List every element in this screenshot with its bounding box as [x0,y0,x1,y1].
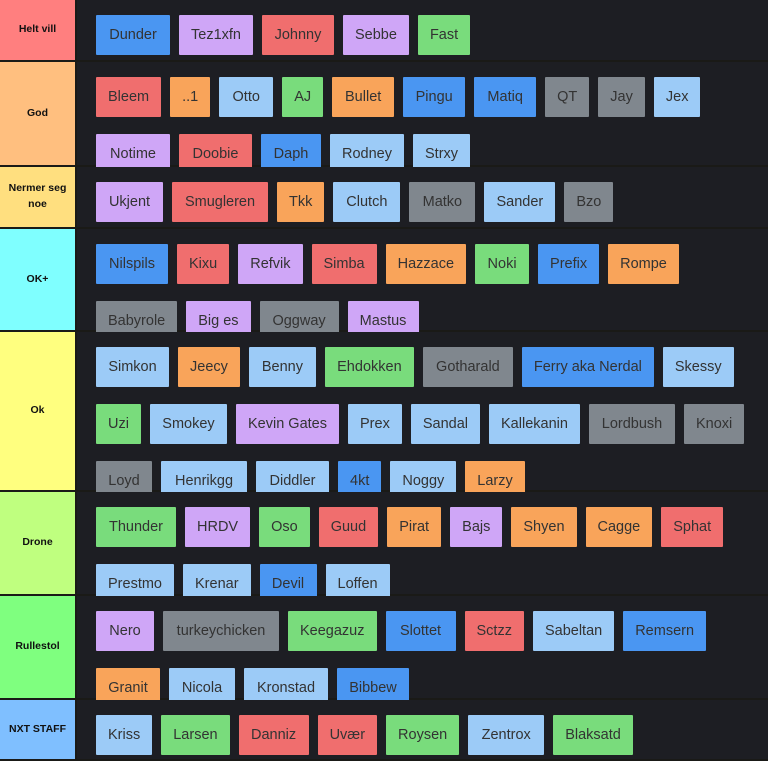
tier-label[interactable]: Ok [0,332,75,490]
tier-item-chip[interactable]: Uvær [317,715,378,755]
tier-row: Helt vill Dunder Tez1xfn Johnny Sebbe Fast [0,0,768,62]
tier-row: Rullestol Nero turkeychicken Keegazuz Slotte… [0,596,768,708]
tier-item-chip[interactable]: Ehdokken [324,347,414,387]
tier-item-chip[interactable]: Sctzz [464,611,524,651]
tier-item-chip[interactable]: Sebbe [343,15,409,55]
tier-item-chip[interactable]: Smugleren [172,182,268,222]
tier-item-chip[interactable]: Knoxi [683,404,745,444]
tier-item-chip[interactable]: Gotharald [422,347,513,387]
tier-item-chip[interactable]: Keegazuz [288,611,377,651]
tier-item-chip[interactable]: Bzo [564,182,614,222]
tier-item-chip[interactable]: Kallekanin [488,404,580,444]
tier-item-chip[interactable]: Nilspils [96,244,168,284]
tier-item-chip[interactable]: Bleem [96,77,162,117]
tier-item-chip[interactable]: Guud [318,507,379,547]
tier-item-chip[interactable]: Tez1xfn [179,15,253,55]
tier-item-chip[interactable]: Sabeltan [532,611,615,651]
tier-item-chip[interactable]: Nero [96,611,154,651]
tier-items-area[interactable]: Nero turkeychicken Keegazuz Slottet Sctzz Sab… [77,596,768,708]
tier-item-chip[interactable]: turkeychicken [163,611,279,651]
tier-item-chip[interactable]: Danniz [238,715,309,755]
tier-item-chip[interactable]: Jex [653,77,701,117]
tier-item-chip[interactable]: Thunder [96,507,176,547]
tier-item-chip[interactable]: Uzi [96,404,141,444]
tier-item-chip[interactable]: Larsen [161,715,230,755]
tier-item-chip[interactable]: Shyen [511,507,577,547]
tier-item-chip[interactable]: Zentrox [468,715,545,755]
tier-item-chip[interactable]: Prex [348,404,402,444]
tier-item-chip[interactable]: Skessy [662,347,734,387]
tier-item-chip[interactable]: Otto [219,77,274,117]
tier-items-area[interactable]: Kriss Larsen Danniz Uvær Roysen Zentrox Blaksa… [77,700,768,759]
tier-item-chip[interactable]: HRDV [185,507,251,547]
tier-item-chip[interactable]: Rompe [608,244,679,284]
tier-row: OK+ Nilspils Kixu Refvik Simba Hazzace Noki Pre… [0,229,768,341]
tier-items-area[interactable]: Nilspils Kixu Refvik Simba Hazzace Noki Prefix… [77,229,768,341]
tier-row: Nermer seg noe Ukjent Smugleren Tkk Clutch Ma… [0,167,768,229]
tier-item-chip[interactable]: Pingu [403,77,466,117]
tier-label[interactable]: Drone [0,492,75,594]
tier-item-chip[interactable]: Sphat [661,507,724,547]
tier-item-chip[interactable]: Kixu [177,244,230,284]
tier-item-chip[interactable]: Johnny [262,15,334,55]
tier-item-chip[interactable]: Bajs [450,507,503,547]
tier-item-chip[interactable]: Hazzace [385,244,467,284]
tier-label[interactable]: OK+ [0,229,75,330]
tier-item-chip[interactable]: Slottet [385,611,456,651]
tier-item-chip[interactable]: Clutch [333,182,401,222]
tier-item-chip[interactable]: Prefix [538,244,600,284]
tier-label[interactable]: Helt vill [0,0,75,60]
tier-item-chip[interactable]: Dunder [96,15,170,55]
tier-item-chip[interactable]: Simkon [96,347,169,387]
tier-item-chip[interactable]: Matko [409,182,476,222]
tier-item-chip[interactable]: Lordbush [588,404,675,444]
tier-items-area[interactable]: Ukjent Smugleren Tkk Clutch Matko Sander Bzo [77,167,768,227]
tier-item-chip[interactable]: Cagge [585,507,653,547]
tier-item-chip[interactable]: Sandal [410,404,480,444]
tier-item-chip[interactable]: Ferry aka Nerdal [521,347,654,387]
tier-item-chip[interactable]: Bullet [332,77,395,117]
tier-item-chip[interactable]: Blaksatd [553,715,633,755]
tier-items-area[interactable]: Thunder HRDV Oso Guud Pirat Bajs Shyen Cagge Sph… [77,492,768,604]
tier-item-chip[interactable]: AJ [282,77,324,117]
tier-item-chip[interactable]: Jeecy [178,347,240,387]
tier-item-chip[interactable]: QT [545,77,590,117]
tier-row: Ok Simkon Jeecy Benny Ehdokken Gotharald Ferry… [0,332,768,501]
tier-item-chip[interactable]: Tkk [277,182,325,222]
tier-items-area[interactable]: Bleem ..1 Otto AJ Bullet Pingu Matiq QT Jay Jex No… [77,62,768,174]
tier-item-chip[interactable]: Fast [417,15,471,55]
tier-item-chip[interactable]: Matiq [474,77,537,117]
tier-row: NXT STAFF Kriss Larsen Danniz Uvær Roysen Zent… [0,700,768,761]
tier-item-chip[interactable]: Oso [259,507,310,547]
tier-item-chip[interactable]: Roysen [386,715,460,755]
tier-item-chip[interactable]: Smokey [150,404,227,444]
tier-label[interactable]: Nermer seg noe [0,167,75,227]
tier-label[interactable]: NXT STAFF [0,700,75,759]
tier-row: Drone Thunder HRDV Oso Guud Pirat Bajs Shyen Cag… [0,492,768,604]
tier-item-chip[interactable]: Kevin Gates [236,404,339,444]
tier-item-chip[interactable]: Kriss [96,715,153,755]
tier-items-area[interactable]: Simkon Jeecy Benny Ehdokken Gotharald Ferry a… [77,332,768,501]
tier-item-chip[interactable]: Noki [475,244,530,284]
tier-item-chip[interactable]: Remsern [623,611,707,651]
tier-item-chip[interactable]: Sander [484,182,556,222]
tier-items-area[interactable]: Dunder Tez1xfn Johnny Sebbe Fast [77,0,768,60]
tier-label[interactable]: God [0,62,75,165]
tier-item-chip[interactable]: Jay [598,77,645,117]
tier-item-chip[interactable]: Pirat [387,507,442,547]
tier-label[interactable]: Rullestol [0,596,75,698]
tier-item-chip[interactable]: Refvik [238,244,303,284]
tier-item-chip[interactable]: ..1 [170,77,211,117]
tier-item-chip[interactable]: Benny [248,347,316,387]
tier-item-chip[interactable]: Ukjent [96,182,163,222]
tier-row: God Bleem ..1 Otto AJ Bullet Pingu Matiq QT Jay Je… [0,62,768,174]
tier-item-chip[interactable]: Simba [311,244,377,284]
